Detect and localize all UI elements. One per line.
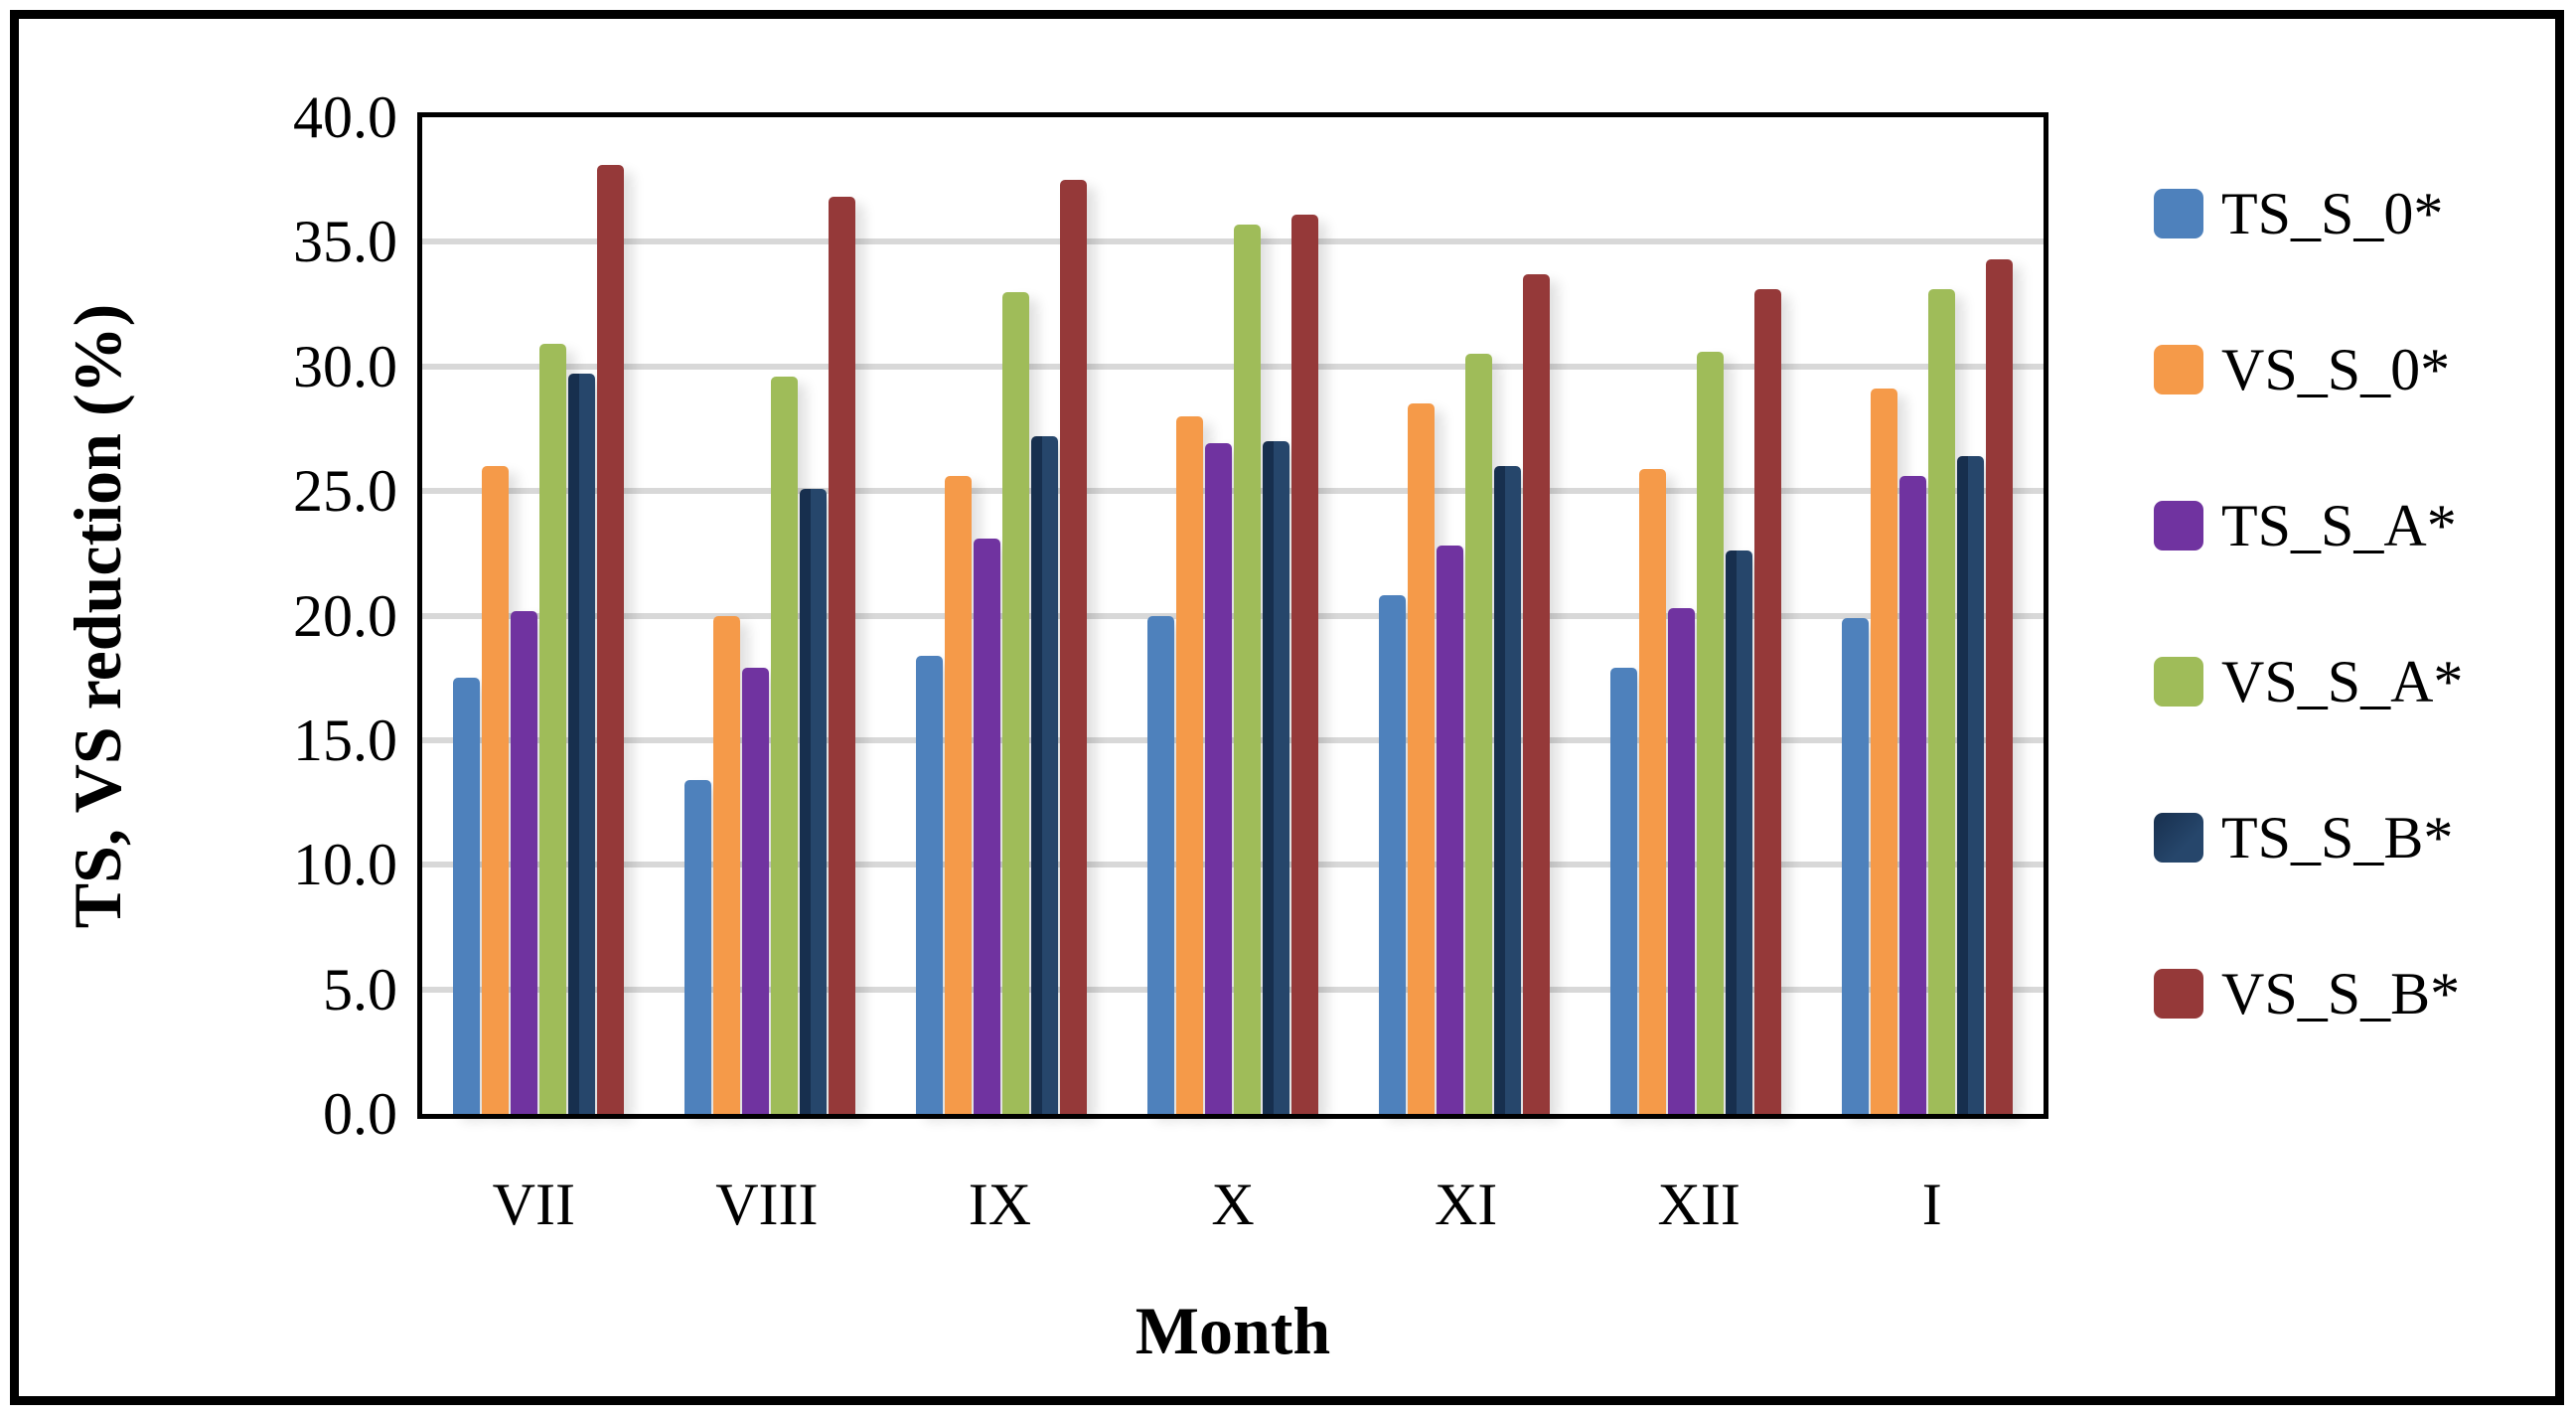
gridline xyxy=(422,986,2044,993)
bar xyxy=(828,197,855,1114)
bar xyxy=(538,344,566,1114)
bars-layer xyxy=(422,117,2044,1114)
x-tick-label: VIII xyxy=(715,1172,819,1237)
gridline xyxy=(422,736,2044,743)
bar xyxy=(1610,668,1638,1114)
bar-group-XI xyxy=(1349,117,1581,1114)
y-axis-title: TS, VS reduction (%) xyxy=(60,303,135,929)
y-tick-label: 10.0 xyxy=(293,832,397,898)
legend-item: TS_S_0* xyxy=(2154,181,2463,246)
bar xyxy=(1871,389,1898,1114)
y-tick-label: 40.0 xyxy=(293,84,397,150)
legend-item: TS_S_A* xyxy=(2154,493,2463,558)
bar xyxy=(1437,546,1464,1114)
gridline xyxy=(422,238,2044,245)
x-tick-label: IX xyxy=(968,1172,1032,1237)
bar-group-VIII xyxy=(654,117,885,1114)
legend-label: VS_S_A* xyxy=(2221,648,2464,714)
gridline xyxy=(422,488,2044,495)
x-tick-label: X xyxy=(1211,1172,1255,1237)
bar xyxy=(1986,258,2014,1114)
bar xyxy=(1465,354,1493,1114)
bar xyxy=(1697,351,1725,1114)
x-axis-tick-labels: VII VIII IX X XI XII I xyxy=(417,1171,2048,1239)
bar xyxy=(741,668,769,1114)
legend-label: TS_S_0* xyxy=(2221,180,2444,246)
x-tick-label: VII xyxy=(492,1172,575,1237)
bar-group-VII xyxy=(422,117,654,1114)
bar-group-X xyxy=(1117,117,1348,1114)
y-tick-label: 20.0 xyxy=(293,582,397,649)
x-tick-label: I xyxy=(1921,1172,1942,1237)
legend-item: VS_S_0* xyxy=(2154,337,2463,402)
x-tick-label: XII xyxy=(1657,1172,1741,1237)
legend-swatch-icon xyxy=(2154,345,2203,394)
legend-label: VS_S_B* xyxy=(2221,960,2461,1026)
legend-swatch-icon xyxy=(2154,501,2203,551)
bar xyxy=(1668,607,1696,1114)
bar xyxy=(770,376,798,1114)
y-tick-label: 30.0 xyxy=(293,333,397,399)
bar xyxy=(712,615,740,1114)
legend-label: TS_S_B* xyxy=(2221,804,2454,870)
gridline xyxy=(422,612,2044,619)
bar xyxy=(1754,289,1782,1114)
bar xyxy=(944,476,972,1114)
legend-label: VS_S_0* xyxy=(2221,336,2451,402)
legend-item: VS_S_A* xyxy=(2154,649,2463,714)
bar xyxy=(799,488,827,1114)
bar xyxy=(1842,618,1870,1114)
bar xyxy=(1001,291,1029,1114)
bar-group-IX xyxy=(885,117,1117,1114)
bar xyxy=(1175,415,1203,1114)
bar xyxy=(1030,435,1058,1114)
bar xyxy=(596,164,624,1114)
bar xyxy=(1726,551,1753,1114)
legend-swatch-icon xyxy=(2154,969,2203,1019)
y-tick-label: 5.0 xyxy=(323,956,397,1023)
bar xyxy=(1262,440,1289,1114)
y-tick-label: 15.0 xyxy=(293,707,397,773)
bar xyxy=(915,655,943,1114)
bar xyxy=(1204,443,1232,1114)
bar xyxy=(481,466,509,1114)
legend-item: TS_S_B* xyxy=(2154,805,2463,870)
bar xyxy=(1639,468,1667,1114)
bar xyxy=(1290,214,1318,1114)
legend-label: TS_S_A* xyxy=(2221,492,2457,558)
bar xyxy=(1928,289,1956,1114)
x-axis-title: Month xyxy=(1135,1293,1331,1368)
bar-group-I xyxy=(1812,117,2044,1114)
bar xyxy=(1899,476,1927,1114)
legend-swatch-icon xyxy=(2154,813,2203,863)
gridline xyxy=(422,862,2044,868)
bar xyxy=(1233,224,1261,1114)
bar xyxy=(1957,456,1985,1114)
bar xyxy=(1494,466,1522,1114)
bar-group-XII xyxy=(1581,117,1812,1114)
bar xyxy=(1059,179,1087,1114)
bar xyxy=(567,374,595,1114)
plot-area xyxy=(417,112,2048,1119)
bar xyxy=(683,780,711,1114)
y-tick-label: 0.0 xyxy=(323,1081,397,1147)
bar xyxy=(1408,403,1436,1114)
x-tick-label: XI xyxy=(1434,1172,1498,1237)
bar xyxy=(1146,615,1174,1114)
legend-item: VS_S_B* xyxy=(2154,961,2463,1026)
bar xyxy=(452,678,480,1114)
y-tick-label: 25.0 xyxy=(293,458,397,525)
bar xyxy=(510,610,537,1114)
legend-swatch-icon xyxy=(2154,189,2203,238)
legend: TS_S_0* VS_S_0* TS_S_A* VS_S_A* TS_S_B* VS_S_… xyxy=(2154,181,2463,1124)
y-tick-label: 35.0 xyxy=(293,209,397,275)
bar xyxy=(1523,273,1551,1114)
gridline xyxy=(422,363,2044,370)
bar xyxy=(973,538,1000,1114)
legend-swatch-icon xyxy=(2154,657,2203,707)
bar xyxy=(1379,595,1407,1114)
